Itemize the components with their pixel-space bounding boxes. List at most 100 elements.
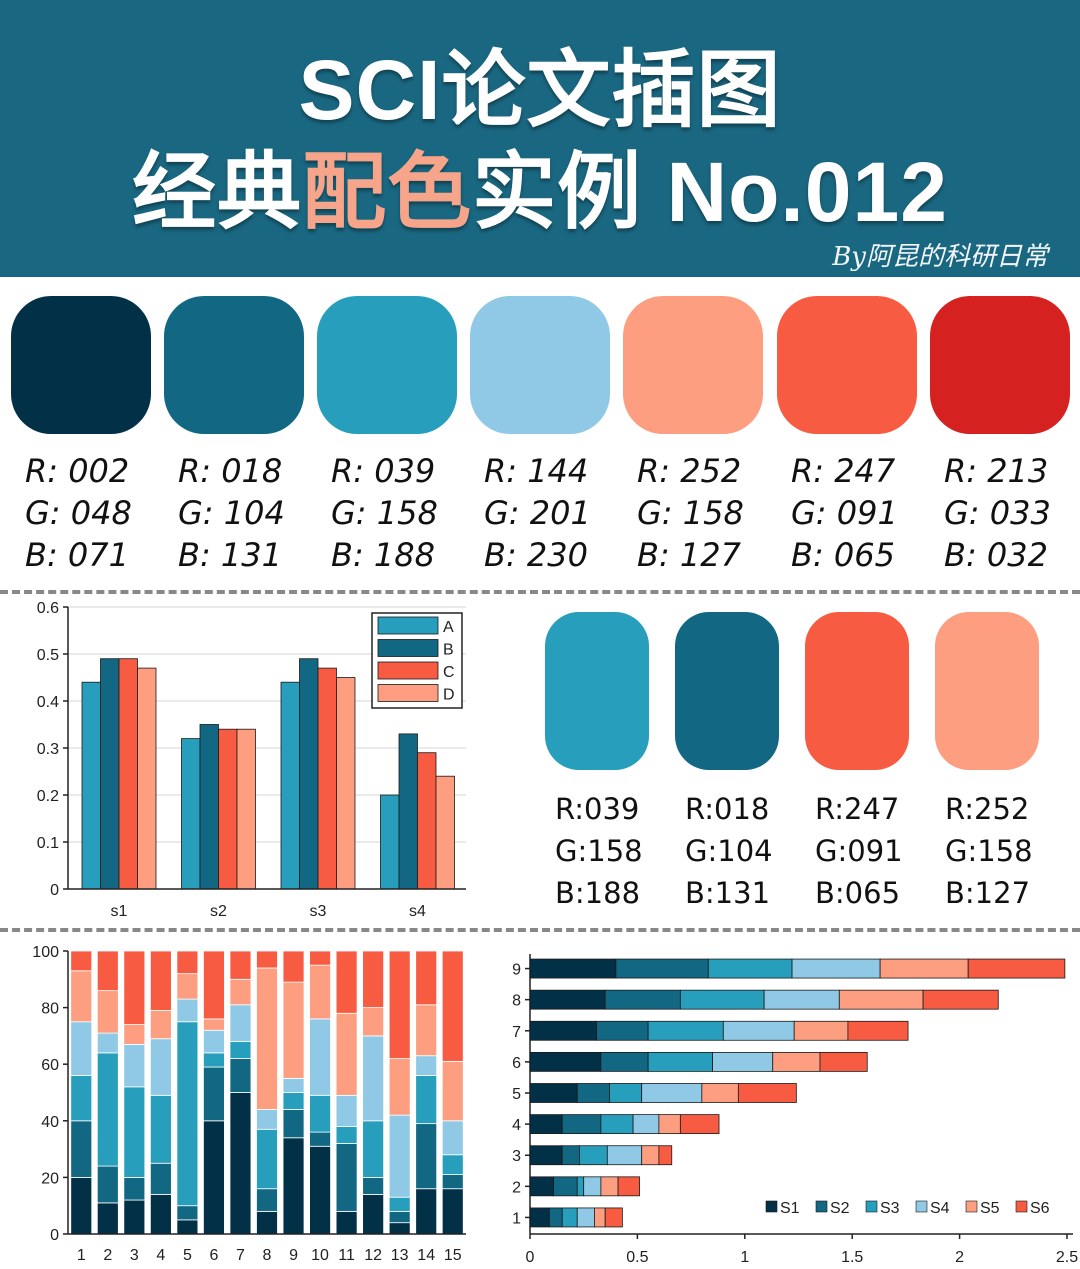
bar-segment bbox=[256, 967, 278, 1110]
palette-item: R: 252 G: 158 B: 127 bbox=[623, 296, 763, 576]
bar-segment bbox=[388, 1114, 411, 1198]
rgb-b-value: B:131 bbox=[685, 876, 771, 910]
bar-segment bbox=[679, 989, 765, 1010]
bar-segment bbox=[658, 1145, 673, 1166]
y-tick-label: 0.3 bbox=[37, 741, 59, 758]
y-tick-label: 5 bbox=[512, 1086, 521, 1103]
legend-label: D bbox=[443, 687, 455, 704]
color-swatch bbox=[623, 296, 763, 434]
bar-segment bbox=[70, 1177, 93, 1235]
bar-segment bbox=[583, 1176, 602, 1197]
bar-segment bbox=[362, 950, 385, 1008]
legend-swatch bbox=[377, 684, 439, 702]
legend-label: A bbox=[443, 619, 454, 636]
bar-segment bbox=[203, 1052, 225, 1068]
rgb-g-value: G: 033 bbox=[944, 494, 1051, 532]
x-tick-label: 3 bbox=[130, 1247, 139, 1264]
y-tick-label: 9 bbox=[512, 962, 521, 979]
bar-segment bbox=[594, 1207, 606, 1228]
bar-segment bbox=[282, 1092, 305, 1110]
bar-segment bbox=[388, 1210, 411, 1224]
x-tick-label: 1 bbox=[77, 1247, 86, 1264]
bar-segment bbox=[600, 1114, 634, 1135]
rgb-g-value: G: 091 bbox=[791, 494, 898, 532]
bar-segment bbox=[632, 1114, 660, 1135]
bar-segment bbox=[335, 950, 358, 1014]
y-tick-label: 0.4 bbox=[37, 694, 59, 711]
bar-segment bbox=[123, 1024, 146, 1045]
legend-swatch bbox=[377, 661, 439, 680]
bar-segment bbox=[388, 1058, 411, 1116]
bar-segment bbox=[441, 1154, 464, 1175]
legend-swatch bbox=[815, 1200, 828, 1213]
bar-segment bbox=[335, 1012, 358, 1096]
rgb-values: R: 247 G: 091 B: 065 bbox=[777, 450, 917, 576]
bar-segment bbox=[123, 950, 146, 1025]
bar-segment bbox=[441, 950, 464, 1062]
rgb-b-value: B: 127 bbox=[637, 536, 741, 574]
bar-segment bbox=[256, 1128, 278, 1190]
y-tick-label: 0 bbox=[50, 882, 59, 899]
bar-segment bbox=[282, 1109, 305, 1139]
bar-segment bbox=[763, 989, 840, 1010]
bar-segment bbox=[96, 1052, 119, 1167]
bar-segment bbox=[529, 1145, 563, 1166]
rgb-g-value: G:158 bbox=[945, 834, 1033, 868]
bar-segment bbox=[123, 1086, 146, 1178]
y-tick-label: 6 bbox=[512, 1055, 521, 1072]
rgb-values: R:018 G:104 B:131 bbox=[675, 788, 779, 914]
x-tick-label: 8 bbox=[263, 1247, 272, 1264]
bar-segment bbox=[282, 1077, 305, 1093]
bar-segment bbox=[229, 1058, 252, 1093]
bar-segment bbox=[70, 1075, 93, 1122]
bar-segment bbox=[123, 1199, 146, 1235]
bar-segment bbox=[415, 1123, 438, 1190]
bar-segment bbox=[415, 1075, 438, 1125]
rgb-b-value: B: 131 bbox=[178, 536, 282, 574]
x-tick-label: s4 bbox=[409, 903, 426, 920]
x-tick-label: 14 bbox=[417, 1247, 435, 1264]
bar-segment bbox=[529, 1114, 563, 1135]
bar-segment bbox=[561, 1114, 602, 1135]
bar-segment bbox=[388, 950, 411, 1059]
x-tick-label: 11 bbox=[338, 1247, 355, 1264]
bar-segment bbox=[609, 1083, 643, 1103]
bar-segment bbox=[561, 1145, 580, 1166]
bar-segment bbox=[149, 950, 172, 1011]
y-tick-label: 100 bbox=[32, 944, 59, 961]
rgb-g-value: G: 158 bbox=[637, 494, 744, 532]
y-tick-label: 8 bbox=[512, 993, 521, 1010]
bar-segment bbox=[123, 1177, 146, 1201]
palette-item: R:252 G:158 B:127 bbox=[935, 612, 1039, 914]
rgb-r-value: R: 018 bbox=[178, 452, 283, 490]
x-tick-label: 2 bbox=[955, 1249, 964, 1266]
bar-segment bbox=[149, 1010, 172, 1040]
rgb-values: R: 002 G: 048 B: 071 bbox=[11, 450, 151, 576]
color-swatch bbox=[11, 296, 151, 434]
palette-item: R: 144 G: 201 B: 230 bbox=[470, 296, 610, 576]
bar-segment bbox=[229, 978, 252, 1006]
bar-segment bbox=[203, 1018, 225, 1031]
x-tick-label: 0.5 bbox=[626, 1249, 648, 1266]
bar-segment bbox=[838, 989, 924, 1010]
rgb-values: R: 018 G: 104 B: 131 bbox=[164, 450, 304, 576]
x-tick-label: 12 bbox=[364, 1247, 382, 1264]
bar-segment bbox=[335, 1126, 358, 1144]
bar-segment bbox=[707, 958, 793, 979]
legend-label: B bbox=[443, 642, 454, 659]
y-tick-label: 0.5 bbox=[37, 647, 59, 664]
x-tick-label: 4 bbox=[156, 1247, 165, 1264]
legend-swatch bbox=[965, 1200, 978, 1213]
color-swatch bbox=[930, 296, 1070, 434]
bar-segment bbox=[309, 1131, 331, 1147]
rgb-b-value: B:188 bbox=[555, 876, 641, 910]
palette-item: R:039 G:158 B:188 bbox=[545, 612, 649, 914]
rgb-r-value: R:247 bbox=[815, 792, 900, 826]
bar-segment bbox=[604, 989, 681, 1010]
bar-segment bbox=[362, 1193, 385, 1235]
bar-segment bbox=[149, 1094, 172, 1164]
bar-segment bbox=[70, 1120, 93, 1178]
bar-segment bbox=[553, 1176, 578, 1197]
title-line-2-accent: 配色 bbox=[302, 145, 473, 239]
